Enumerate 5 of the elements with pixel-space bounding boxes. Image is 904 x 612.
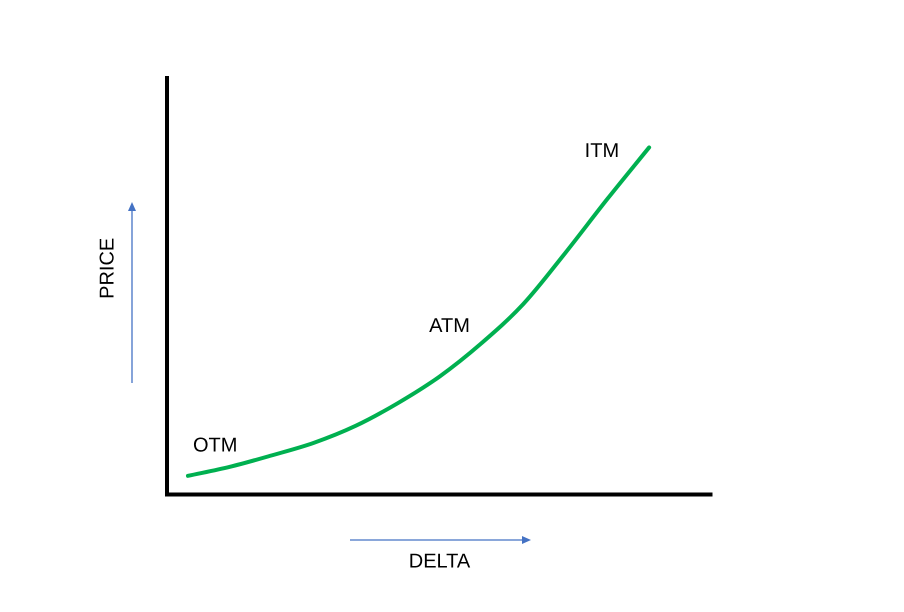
x-axis-title: DELTA (408, 550, 471, 573)
annotation: ATM (429, 315, 470, 338)
annotation: ITM (584, 140, 620, 162)
y-axis-title: PRICE (96, 238, 119, 299)
annotation: OTM (192, 434, 238, 456)
